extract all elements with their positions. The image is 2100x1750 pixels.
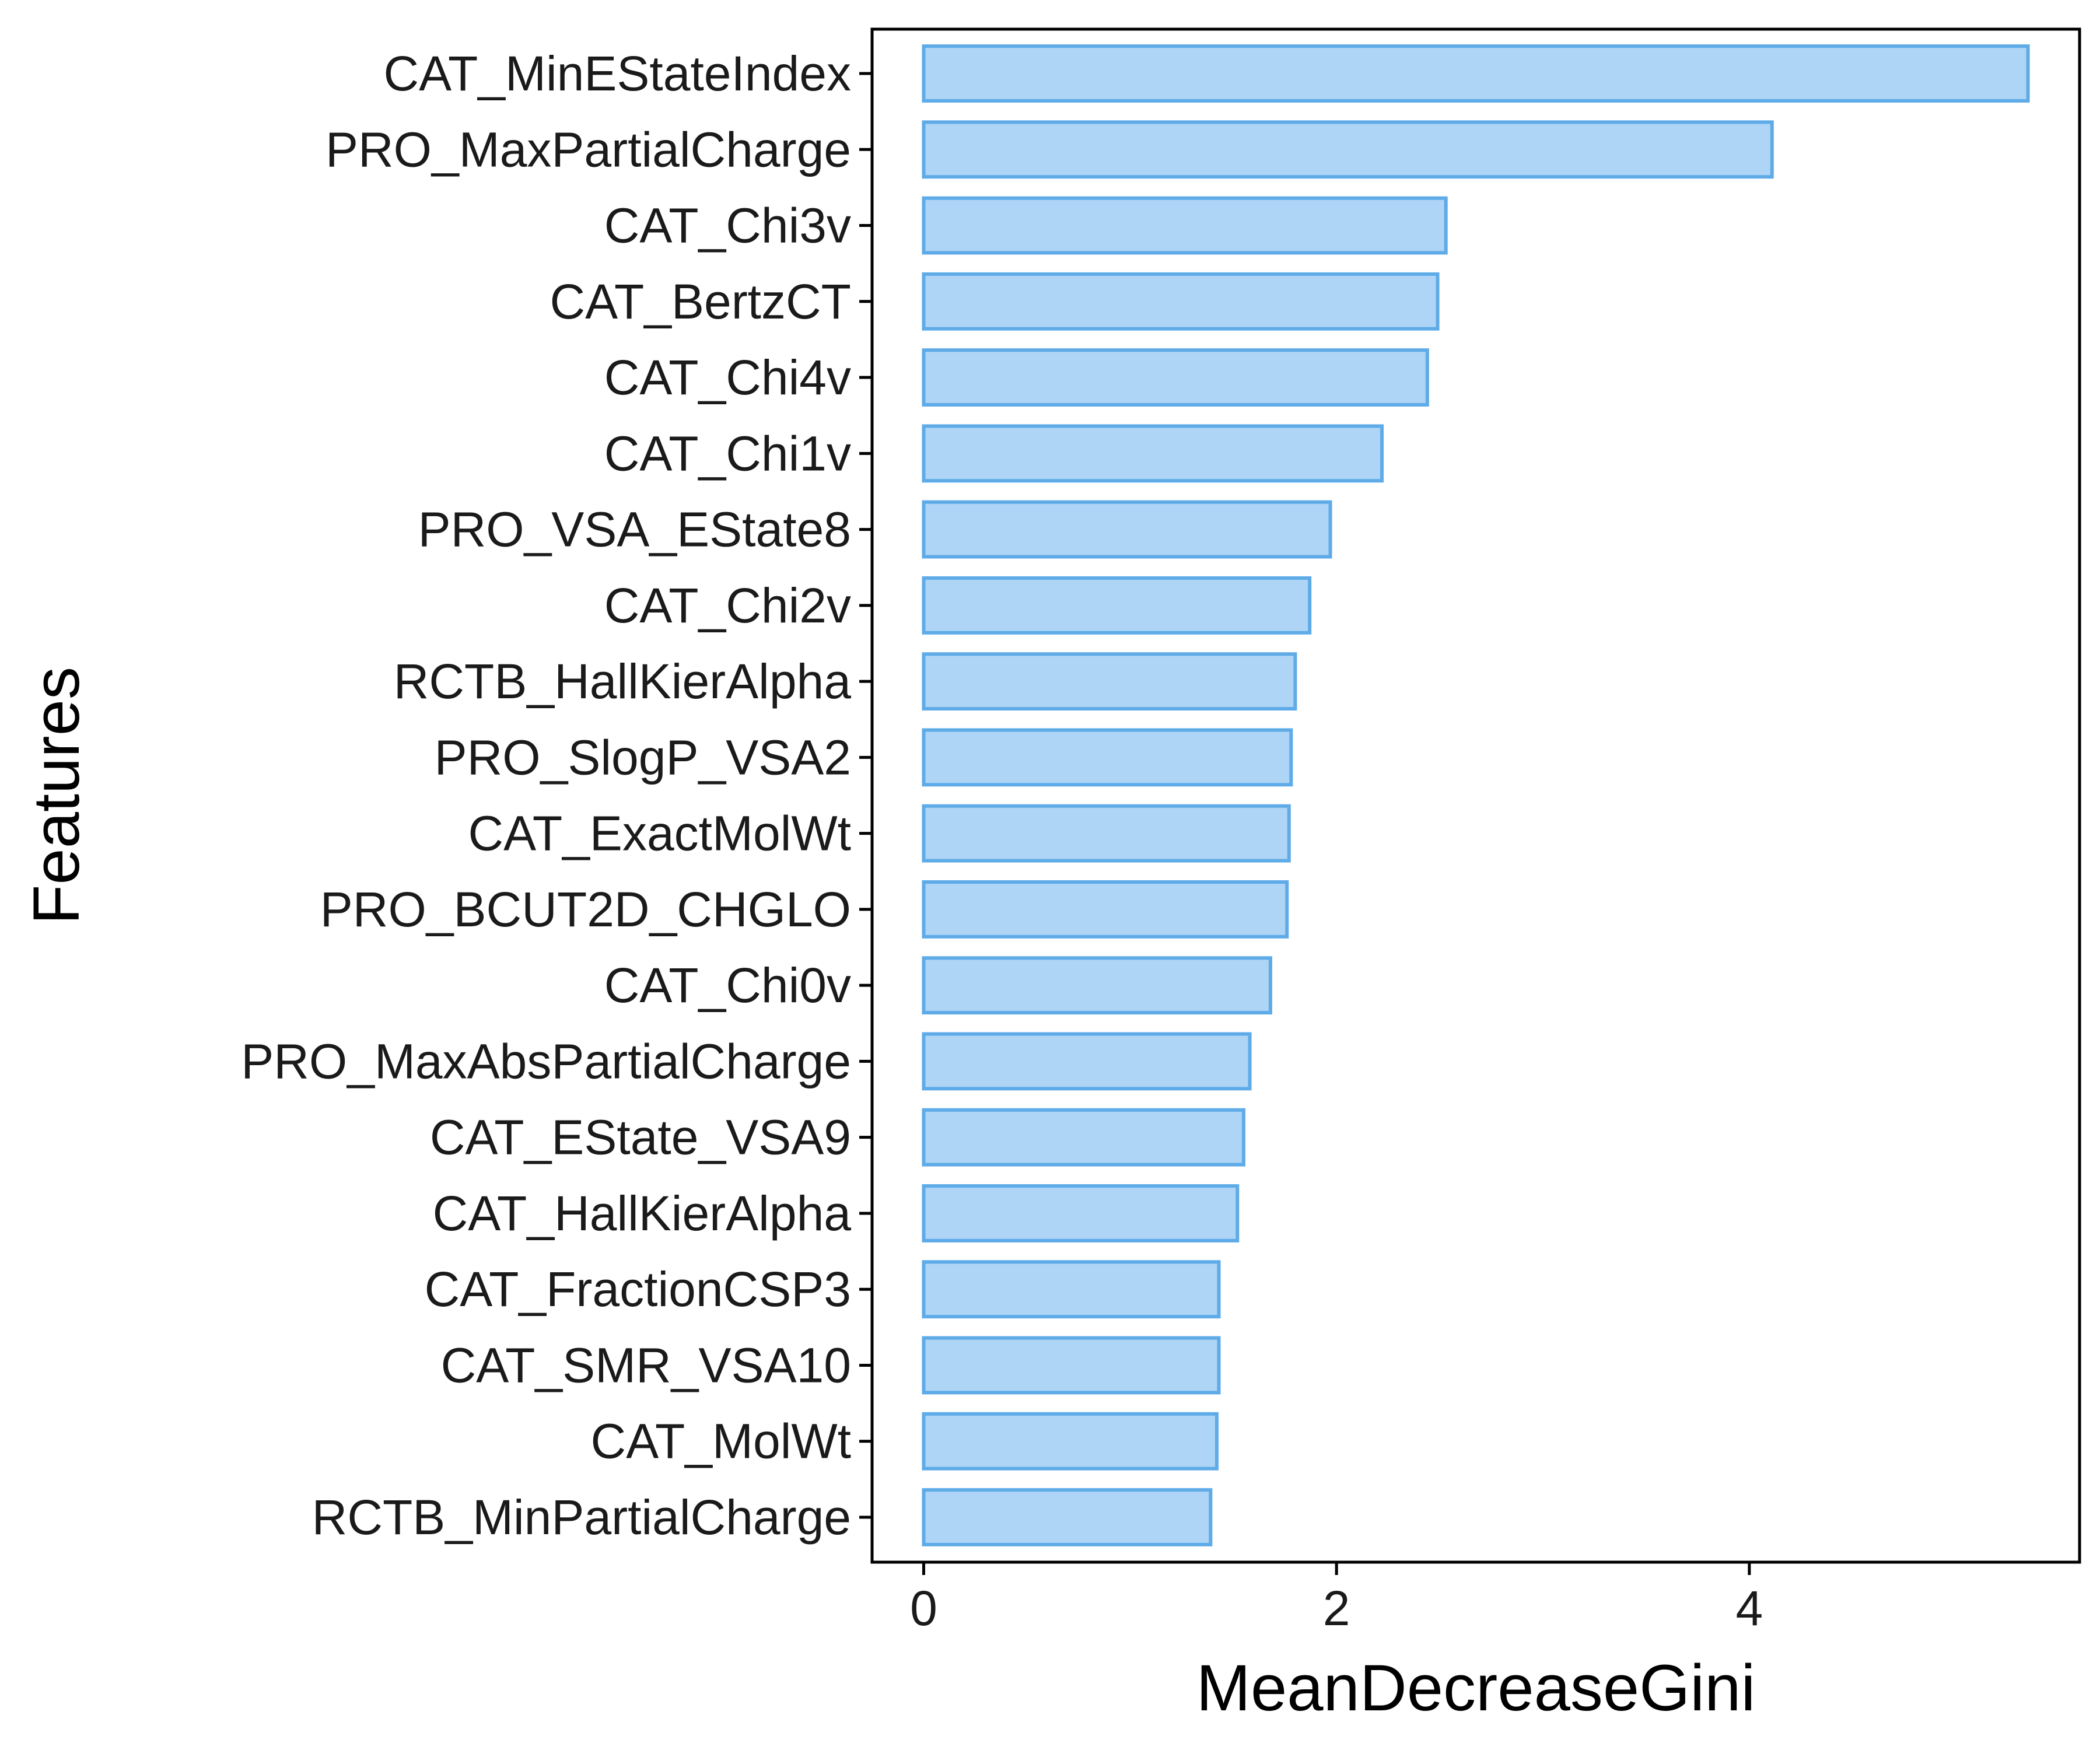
x-axis-title: MeanDecreaseGini (1196, 1651, 1756, 1724)
bar-CAT_Chi0v (922, 956, 1272, 1015)
y-tick-label: CAT_Chi0v (604, 958, 851, 1013)
bar-RCTB_MinPartialCharge (922, 1488, 1213, 1546)
bar-PRO_MaxAbsPartialCharge (922, 1032, 1252, 1091)
y-tick-label: PRO_BCUT2D_CHGLO (320, 882, 851, 937)
y-tick-label: CAT_SMR_VSA10 (441, 1338, 851, 1392)
y-tick-label: CAT_MolWt (591, 1414, 851, 1469)
y-tick-label: CAT_MinEStateIndex (384, 46, 852, 101)
y-tick-label: CAT_FractionCSP3 (425, 1262, 851, 1317)
y-axis: CAT_MinEStateIndex PRO_MaxPartialCharge CA… (241, 46, 872, 1545)
y-tick-label: PRO_VSA_EState8 (418, 502, 851, 557)
x-tick-label: 2 (1323, 1581, 1350, 1636)
y-tick-label: CAT_Chi3v (604, 198, 851, 253)
bar-PRO_SlogP_VSA2 (922, 728, 1293, 787)
bar-CAT_Chi2v (922, 576, 1312, 635)
bar-CAT_ExactMolWt (922, 804, 1291, 863)
bar-CAT_Chi1v (922, 424, 1384, 483)
y-tick-label: PRO_MaxPartialCharge (326, 122, 851, 177)
bar-CAT_BertzCT (922, 272, 1440, 331)
bar-CAT_MolWt (922, 1412, 1219, 1471)
y-tick-label: RCTB_HallKierAlpha (394, 654, 852, 709)
y-tick-label: CAT_Chi4v (604, 350, 851, 405)
bar-CAT_SMR_VSA10 (922, 1336, 1221, 1395)
y-axis-title: Features (20, 667, 93, 925)
bar-CAT_MinEStateIndex (922, 44, 2030, 103)
bars-layer (922, 44, 2030, 1546)
bar-PRO_VSA_EState8 (922, 500, 1332, 559)
y-tick-label: CAT_Chi2v (604, 578, 851, 633)
bar-CAT_HallKierAlpha (922, 1184, 1240, 1242)
y-tick-label: CAT_EState_VSA9 (430, 1110, 851, 1165)
bar-PRO_BCUT2D_CHGLO (922, 880, 1289, 939)
y-tick-label: CAT_ExactMolWt (468, 806, 851, 861)
bar-CAT_Chi3v (922, 196, 1448, 255)
bar-RCTB_HallKierAlpha (922, 652, 1297, 711)
bar-CAT_EState_VSA9 (922, 1108, 1245, 1167)
x-tick-label: 4 (1735, 1581, 1763, 1636)
y-tick-label: RCTB_MinPartialCharge (312, 1490, 851, 1545)
y-tick-label: PRO_MaxAbsPartialCharge (241, 1034, 851, 1088)
bar-PRO_MaxPartialCharge (922, 120, 1774, 179)
y-tick-label: CAT_Chi1v (604, 426, 851, 481)
x-tick-label: 0 (910, 1581, 937, 1636)
plot-frame (870, 27, 2081, 1564)
y-tick-label: PRO_SlogP_VSA2 (435, 730, 851, 785)
x-axis: 0 2 4 (910, 1562, 1763, 1636)
y-tick-label: CAT_HallKierAlpha (433, 1186, 852, 1241)
bar-CAT_FractionCSP3 (922, 1260, 1221, 1319)
y-tick-label: CAT_BertzCT (550, 274, 851, 329)
bar-CAT_Chi4v (922, 348, 1429, 407)
